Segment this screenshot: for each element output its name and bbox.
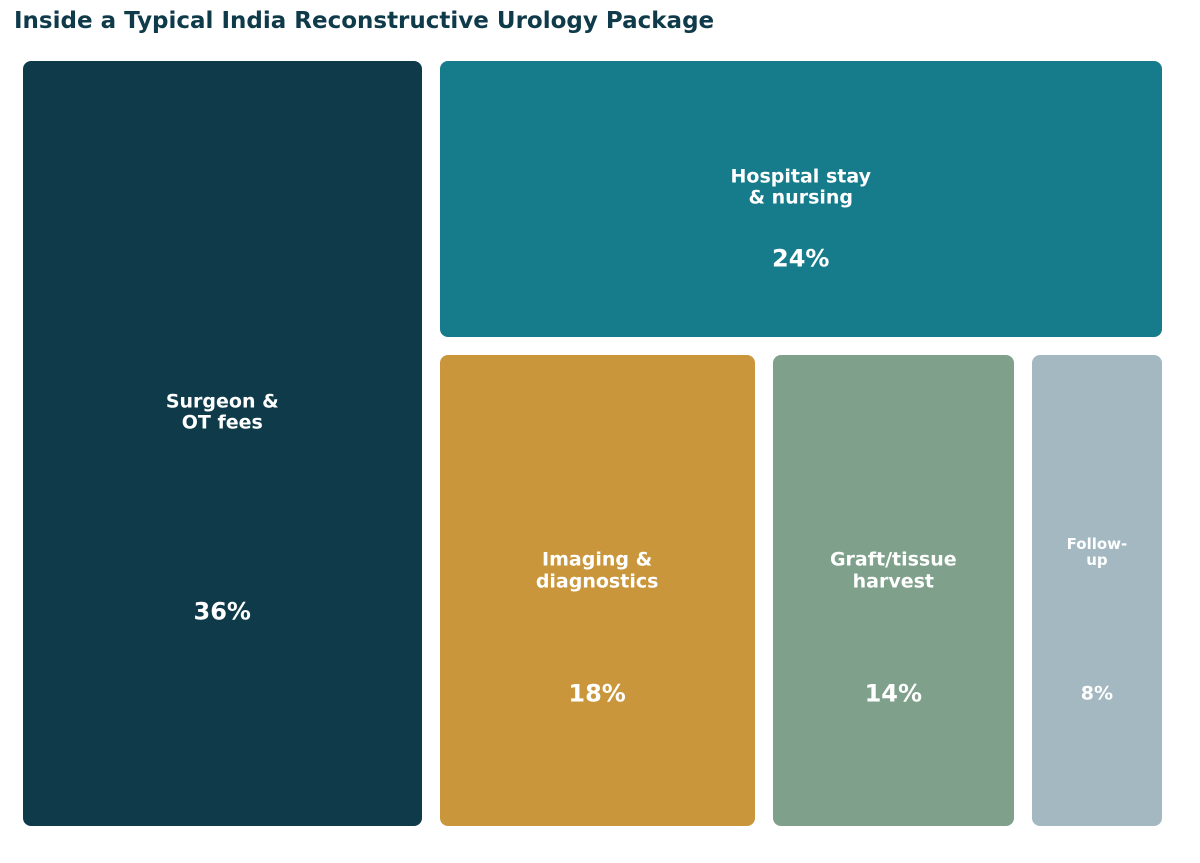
tile-value: 24% — [772, 245, 830, 273]
treemap-tile: Surgeon & OT fees 36% — [23, 61, 422, 826]
tile-label: Surgeon & OT fees — [165, 390, 279, 434]
chart-title: Inside a Typical India Reconstructive Ur… — [14, 8, 715, 34]
tile-label: Imaging & diagnostics — [535, 549, 659, 593]
tile-value: 8% — [1080, 682, 1114, 705]
tile-label: Graft/tissue harvest — [829, 549, 957, 593]
tile-value: 14% — [864, 679, 923, 708]
treemap-tile: Imaging & diagnostics 18% — [439, 354, 755, 826]
treemap-tile: Hospital stay & nursing 24% — [439, 61, 1162, 337]
tile-value: 36% — [193, 597, 251, 626]
treemap-tile: Follow- up 8% — [1031, 354, 1162, 826]
tile-label: Hospital stay & nursing — [730, 165, 871, 209]
tile-value: 18% — [568, 679, 626, 708]
treemap-tile: Graft/tissue harvest 14% — [772, 354, 1014, 826]
tile-label: Follow- up — [1066, 534, 1128, 570]
